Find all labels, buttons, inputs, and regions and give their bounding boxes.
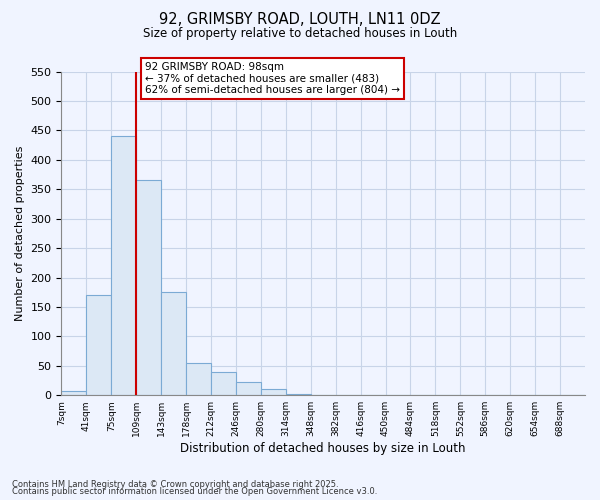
Bar [61,390,86,395]
Bar [261,390,286,395]
Bar [286,394,311,395]
Text: 92 GRIMSBY ROAD: 98sqm
← 37% of detached houses are smaller (483)
62% of semi-de: 92 GRIMSBY ROAD: 98sqm ← 37% of detached… [145,62,400,95]
Bar [535,394,560,395]
X-axis label: Distribution of detached houses by size in Louth: Distribution of detached houses by size … [181,442,466,455]
Bar [136,180,161,395]
Bar [186,363,211,395]
Text: Size of property relative to detached houses in Louth: Size of property relative to detached ho… [143,28,457,40]
Bar [311,394,335,395]
Bar [161,292,186,395]
Text: Contains HM Land Registry data © Crown copyright and database right 2025.: Contains HM Land Registry data © Crown c… [12,480,338,489]
Y-axis label: Number of detached properties: Number of detached properties [15,146,25,321]
Bar [111,136,136,395]
Text: 92, GRIMSBY ROAD, LOUTH, LN11 0DZ: 92, GRIMSBY ROAD, LOUTH, LN11 0DZ [159,12,441,28]
Bar [211,372,236,395]
Bar [236,382,261,395]
Text: Contains public sector information licensed under the Open Government Licence v3: Contains public sector information licen… [12,487,377,496]
Bar [86,295,111,395]
